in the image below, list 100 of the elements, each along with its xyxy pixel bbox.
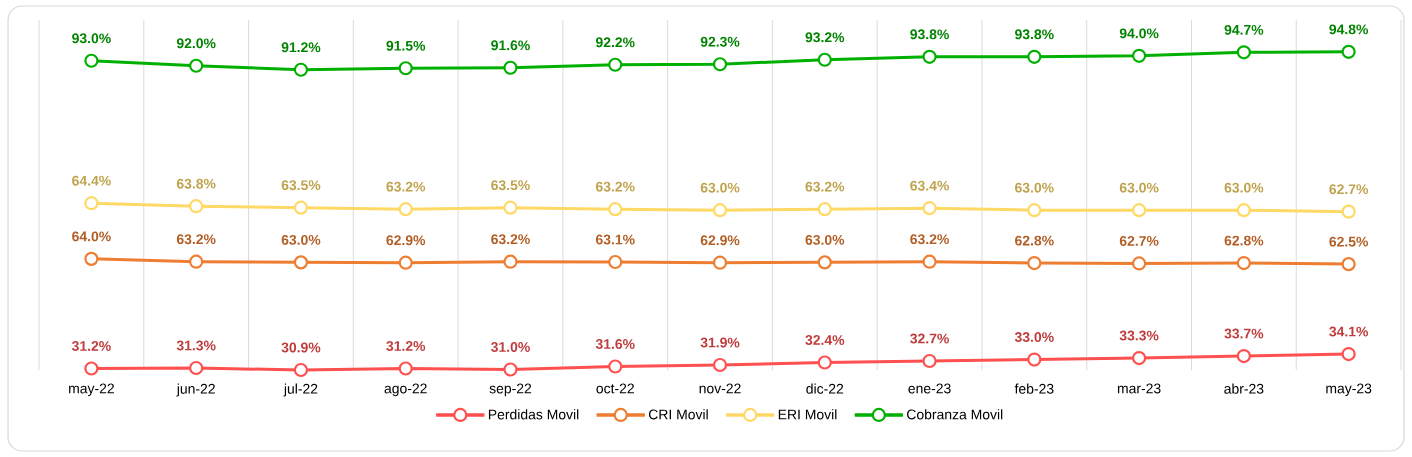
data-label: 62.5%	[1329, 236, 1369, 247]
x-tick-label: dic-22	[806, 383, 844, 394]
data-label: 91.2%	[281, 42, 321, 53]
point	[817, 202, 832, 217]
point	[293, 200, 309, 215]
data-label: 32.4%	[805, 335, 845, 345]
data-label: 63.2%	[386, 181, 426, 192]
point	[817, 52, 832, 67]
point	[608, 359, 623, 374]
point	[1131, 48, 1147, 63]
point	[817, 355, 832, 370]
point	[922, 353, 937, 369]
data-label: 92.0%	[176, 38, 216, 49]
data-label: 94.7%	[1224, 24, 1264, 35]
point	[1341, 204, 1356, 219]
point	[1131, 203, 1147, 218]
data-label: 93.8%	[1015, 29, 1054, 40]
data-label: 34.1%	[1329, 326, 1369, 337]
x-tick-label: jul-22	[283, 383, 318, 397]
data-label: 63.0%	[805, 234, 845, 245]
point	[712, 57, 728, 72]
x-tick-label: abr-23	[1224, 383, 1264, 394]
data-label: 62.7%	[1329, 184, 1369, 195]
data-label: 31.6%	[595, 339, 635, 349]
point	[1027, 203, 1042, 218]
point	[712, 357, 728, 373]
point	[293, 362, 309, 378]
x-tick-label: oct-22	[596, 383, 634, 394]
point	[1236, 348, 1251, 364]
data-label: 63.1%	[595, 234, 635, 245]
point	[398, 202, 413, 217]
data-label: 62.9%	[700, 235, 740, 246]
legend-label: Cobranza Movil	[907, 409, 1003, 420]
data-label: 62.9%	[386, 235, 426, 246]
data-label: 31.2%	[386, 341, 426, 351]
data-label: 93.0%	[72, 33, 111, 44]
point	[1341, 44, 1356, 59]
point	[1131, 350, 1147, 366]
point	[1027, 49, 1042, 64]
legend-label: ERI Movil	[778, 409, 837, 420]
x-tick-label: sep-22	[489, 383, 532, 397]
data-label: 63.2%	[805, 181, 845, 192]
data-label: 31.0%	[491, 342, 530, 352]
point	[608, 57, 623, 72]
point	[608, 202, 623, 217]
point	[1027, 352, 1042, 367]
data-label: 63.2%	[595, 181, 635, 192]
point	[189, 199, 204, 214]
point	[1236, 203, 1251, 218]
data-label: 91.6%	[491, 40, 530, 51]
data-label: 63.0%	[1015, 182, 1054, 193]
data-label: 64.0%	[72, 231, 111, 242]
legend-label: Perdidas Movil	[488, 409, 579, 420]
point	[1236, 45, 1251, 60]
data-label: 63.5%	[491, 180, 530, 191]
data-label: 31.2%	[71, 341, 111, 351]
data-label: 33.3%	[1119, 330, 1159, 341]
data-label: 62.7%	[1119, 236, 1159, 246]
data-label: 94.0%	[1119, 28, 1159, 39]
data-label: 63.5%	[281, 180, 321, 191]
data-label: 30.9%	[281, 342, 321, 353]
point	[189, 360, 204, 376]
data-label: 93.2%	[805, 32, 845, 43]
x-tick-label: nov-22	[699, 383, 741, 394]
data-label: 92.3%	[700, 36, 740, 47]
point	[84, 361, 99, 376]
data-label: 63.0%	[281, 234, 321, 245]
point	[398, 361, 413, 376]
point	[293, 62, 309, 77]
point	[84, 53, 99, 68]
x-tick-label: ene-23	[908, 383, 951, 394]
data-label: 33.0%	[1014, 332, 1054, 343]
point	[503, 362, 518, 377]
x-tick-label: ago-22	[384, 383, 427, 397]
data-label: 33.7%	[1224, 328, 1264, 339]
data-label: 64.4%	[72, 175, 111, 186]
legend-label: CRI Movil	[648, 409, 708, 420]
x-tick-label: jun-22	[176, 383, 215, 397]
data-label: 91.5%	[386, 40, 426, 51]
x-tick-label: may-23	[1326, 383, 1372, 397]
x-tick-label: mar-23	[1117, 383, 1161, 394]
point	[398, 61, 413, 76]
data-label: 94.8%	[1329, 24, 1369, 35]
data-label: 63.4%	[910, 180, 949, 191]
point	[84, 196, 99, 211]
point	[1341, 346, 1356, 362]
data-label: 63.0%	[1224, 182, 1264, 193]
data-label: 62.8%	[1015, 235, 1054, 246]
data-label: 32.7%	[910, 333, 949, 344]
point	[503, 60, 518, 75]
point	[712, 203, 728, 218]
point	[189, 58, 204, 73]
data-label: 92.2%	[595, 37, 635, 48]
point	[922, 49, 937, 64]
x-tick-label: feb-23	[1014, 383, 1054, 394]
x-tick-label: may-22	[69, 383, 114, 397]
data-label: 62.8%	[1224, 235, 1264, 246]
data-label: 63.2%	[910, 234, 949, 245]
data-label: 63.0%	[1119, 182, 1159, 193]
point	[503, 200, 518, 215]
